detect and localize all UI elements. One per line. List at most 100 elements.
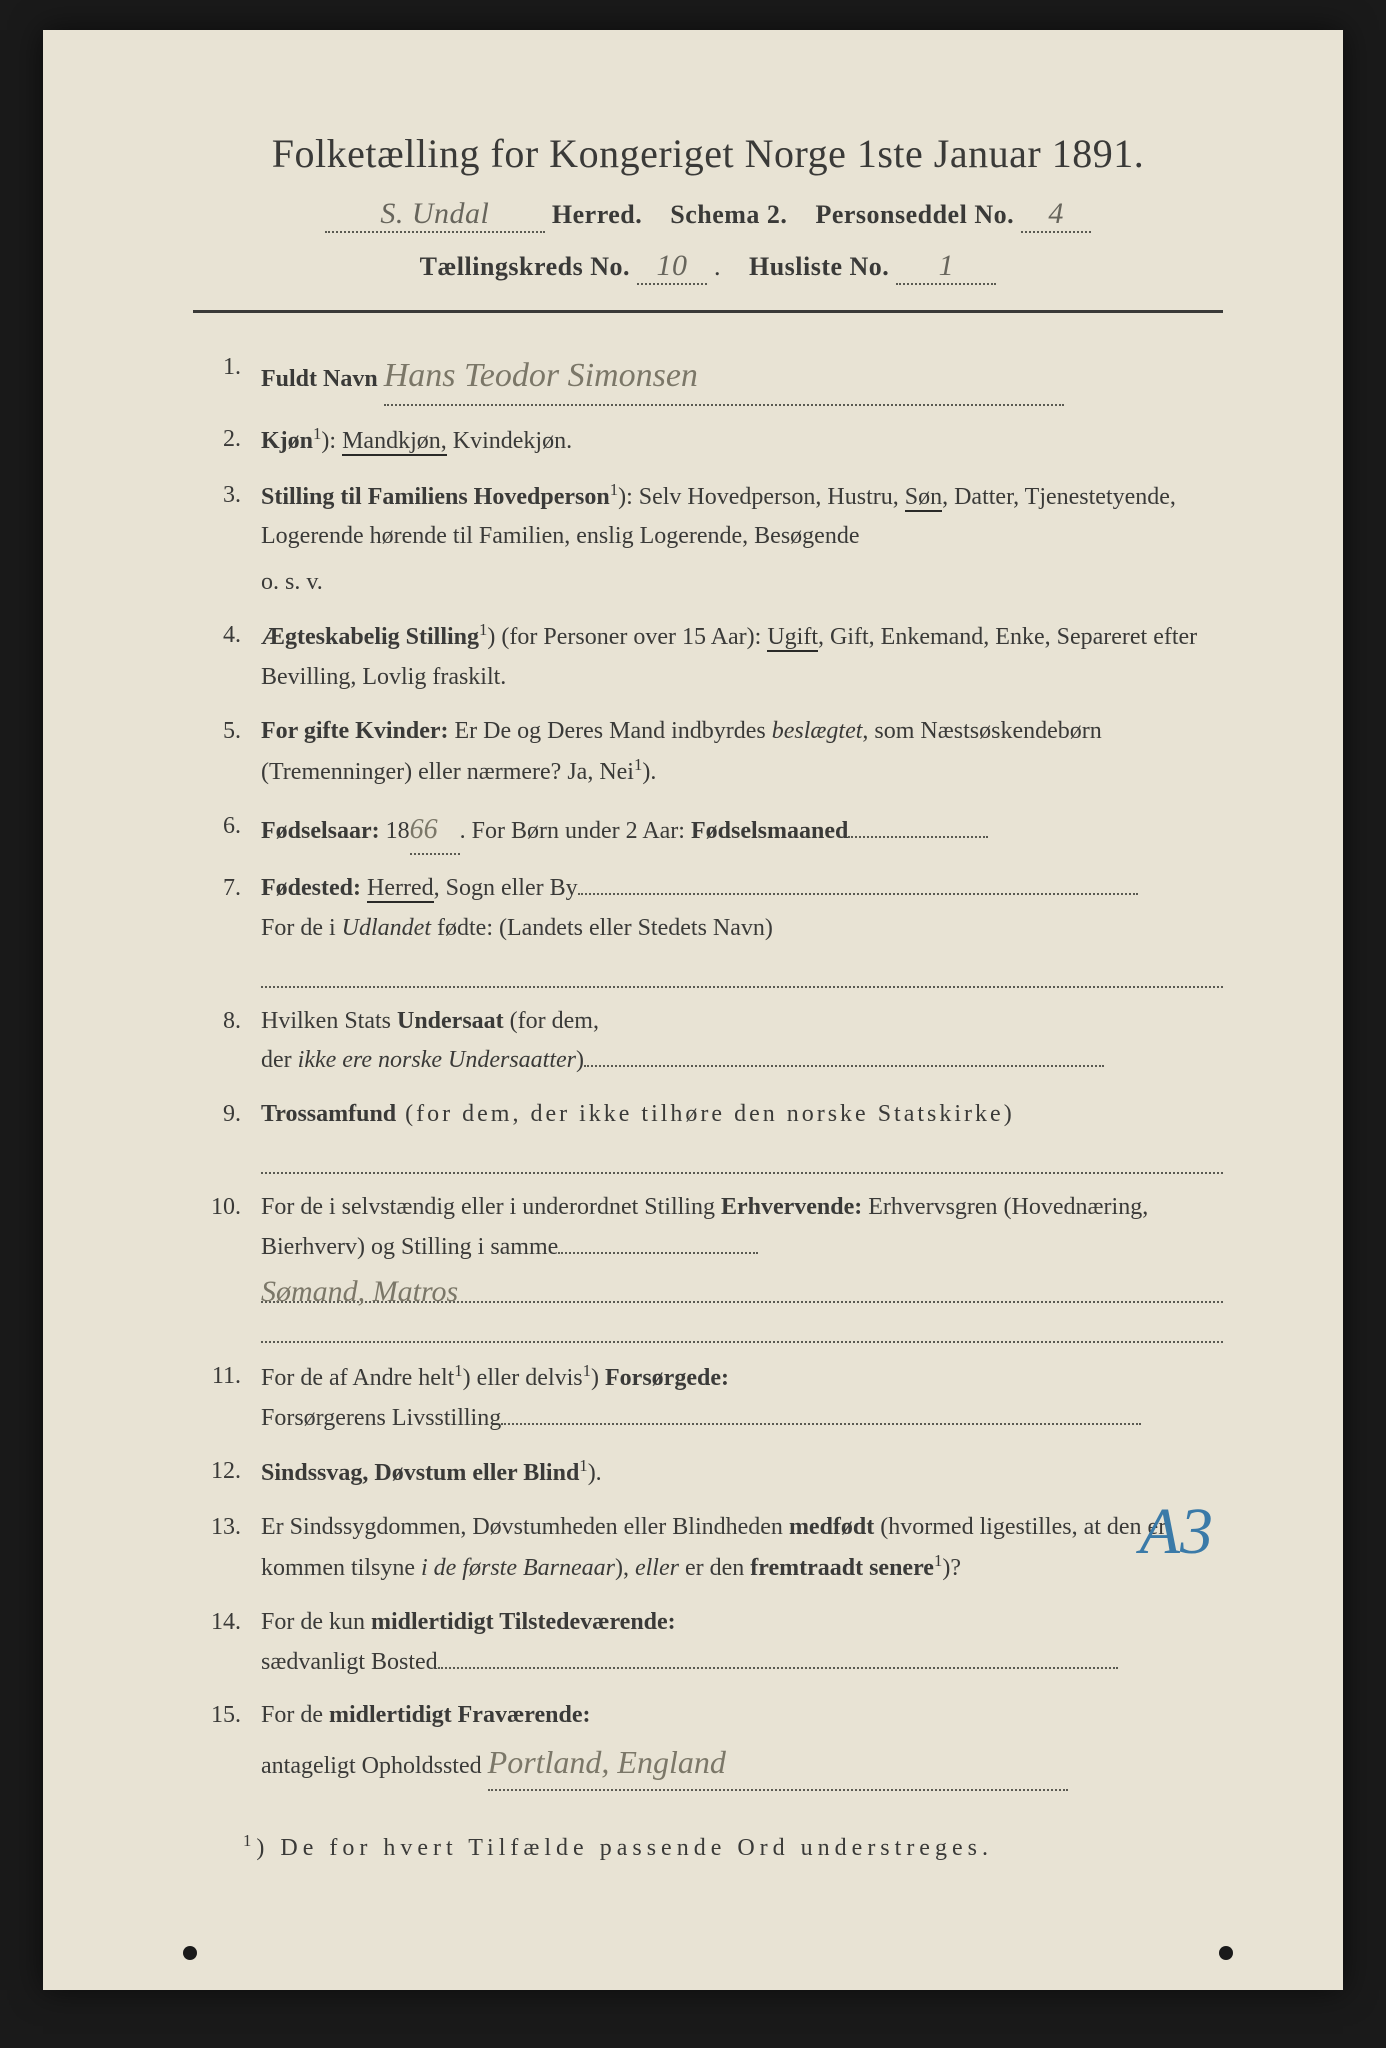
label-undersaat: Undersaat — [397, 1008, 504, 1034]
annotation-a3: A3 — [1140, 1494, 1213, 1570]
item-body: Hvilken Stats Undersaat (for dem, der ik… — [261, 1002, 1223, 1081]
item-body: Fødselsaar: 1866. For Børn under 2 Aar: … — [261, 807, 1223, 855]
label-fodselsmaaned: Fødselsmaaned — [691, 818, 848, 844]
year-prefix: 18 — [380, 818, 410, 844]
item-3-relation: 3. Stilling til Familiens Hovedperson1):… — [203, 476, 1223, 603]
form-title: Folketælling for Kongeriget Norge 1ste J… — [193, 130, 1223, 177]
osv: o. s. v. — [261, 563, 1223, 603]
item-body: Fødested: Herred, Sogn eller By For de i… — [261, 869, 1223, 988]
label-trossamfund: Trossamfund — [261, 1101, 396, 1127]
bold: fremtraadt senere — [750, 1555, 934, 1581]
text: Er Sindssygdommen, Døvstumheden eller Bl… — [261, 1514, 789, 1540]
item-body: Kjøn1): Mandkjøn, Kvindekjøn. — [261, 420, 1223, 462]
sup: 1 — [454, 1361, 462, 1380]
label-stilling: Stilling til Familiens Hovedperson — [261, 484, 610, 510]
month-blank — [848, 814, 988, 838]
text: For de i — [261, 915, 342, 941]
year-value: 66 — [410, 807, 460, 855]
personseddel-label: Personseddel No. — [815, 200, 1014, 229]
label-erhvervende: Erhvervende: — [721, 1194, 862, 1220]
text: Forsørgerens Livsstilling — [261, 1405, 501, 1431]
item-13-disability-congenital: 13. Er Sindssygdommen, Døvstumheden elle… — [203, 1508, 1223, 1589]
item-num: 11. — [203, 1357, 261, 1438]
sup: 1 — [579, 1456, 587, 1475]
text: sædvanligt Bosted — [261, 1649, 438, 1675]
husliste-label: Husliste No. — [749, 252, 889, 281]
citizenship-blank — [584, 1043, 1104, 1067]
text: . For Børn under 2 Aar: — [460, 818, 691, 844]
place-blank — [578, 871, 1138, 895]
label-fodselsaar: Fødselsaar: — [261, 818, 380, 844]
item-num: 8. — [203, 1002, 261, 1081]
item-4-marital: 4. Ægteskabelig Stilling1) (for Personer… — [203, 616, 1223, 697]
text: ) — [591, 1365, 605, 1391]
item-body: For de i selvstændig eller i underordnet… — [261, 1188, 1223, 1343]
header-line-2: Tællingskreds No. 10 . Husliste No. 1 — [193, 249, 1223, 285]
punch-hole-icon — [1219, 1946, 1233, 1960]
header-rule — [193, 310, 1223, 313]
close: ) — [576, 1047, 584, 1073]
item-num: 1. — [203, 348, 261, 406]
punch-hole-icon — [183, 1946, 197, 1960]
close: ). — [642, 759, 656, 785]
opt-herred: Herred — [367, 875, 434, 903]
italic: Udlandet — [342, 915, 431, 941]
text: For de — [261, 1702, 329, 1728]
item-num: 12. — [203, 1452, 261, 1494]
item-num: 10. — [203, 1188, 261, 1343]
sup: 1 — [610, 480, 618, 499]
text: Hvilken Stats — [261, 1008, 397, 1034]
bosted-blank — [438, 1645, 1118, 1669]
opt-son: Søn — [905, 484, 942, 512]
item-num: 2. — [203, 420, 261, 462]
item-15-temp-absent: 15. For de midlertidigt Fraværende: anta… — [203, 1696, 1223, 1790]
line-abroad: For de i Udlandet fødte: (Landets eller … — [261, 909, 1223, 949]
herred-value: S. Undal — [325, 197, 545, 233]
text: antageligt Opholdssted — [261, 1753, 482, 1779]
label-fravaerende: midlertidigt Fraværende: — [329, 1702, 591, 1728]
label-fuldt-navn: Fuldt Navn — [261, 366, 378, 392]
kreds-no: 10 — [637, 249, 707, 285]
label-aegteskab: Ægteskabelig Stilling — [261, 624, 479, 650]
item-num: 14. — [203, 1603, 261, 1682]
label-sindssvag: Sindssvag, Døvstum eller Blind — [261, 1460, 579, 1486]
header-line-1: S. Undal Herred. Schema 2. Personseddel … — [193, 197, 1223, 233]
item-body: Sindssvag, Døvstum eller Blind1). — [261, 1452, 1223, 1494]
occupation-value: Sømand, Matros — [261, 1275, 458, 1308]
text: (for dem, der ikke tilhøre den norske St… — [396, 1101, 1015, 1127]
item-body: For de af Andre helt1) eller delvis1) Fo… — [261, 1357, 1223, 1438]
text: ) eller delvis — [463, 1365, 583, 1391]
item-11-supported: 11. For de af Andre helt1) eller delvis1… — [203, 1357, 1223, 1438]
item-10-occupation: 10. For de i selvstændig eller i underor… — [203, 1188, 1223, 1343]
item-5-married-women: 5. For gifte Kvinder: Er De og Deres Man… — [203, 712, 1223, 793]
text: For de i selvstændig eller i underordnet… — [261, 1194, 721, 1220]
item-1-name: 1. Fuldt Navn Hans Teodor Simonsen — [203, 348, 1223, 406]
sup: 1 — [583, 1361, 591, 1380]
label-tilstedevaerende: midlertidigt Tilstedeværende: — [371, 1609, 676, 1635]
supporter-blank — [501, 1401, 1141, 1425]
italic: i de første Barneaar — [421, 1555, 615, 1581]
item-6-birthyear: 6. Fødselsaar: 1866. For Børn under 2 Aa… — [203, 807, 1223, 855]
occ-blank-2 — [261, 1309, 1223, 1343]
footnote: 1) De for hvert Tilfælde passende Ord un… — [193, 1831, 1223, 1862]
kreds-label: Tællingskreds No. — [420, 252, 630, 281]
item-14-temp-present: 14. For de kun midlertidigt Tilstedevære… — [203, 1603, 1223, 1682]
footnote-text: ) De for hvert Tilfælde passende Ord und… — [256, 1835, 993, 1861]
item-num: 3. — [203, 476, 261, 603]
italic: ikke ere norske Undersaatter — [298, 1047, 576, 1073]
item-7-birthplace: 7. Fødested: Herred, Sogn eller By For d… — [203, 869, 1223, 988]
item-body: Ægteskabelig Stilling1) (for Personer ov… — [261, 616, 1223, 697]
text: , Sogn eller By — [434, 875, 578, 901]
herred-label: Herred. — [552, 200, 642, 229]
census-form-page: Folketælling for Kongeriget Norge 1ste J… — [43, 30, 1343, 1990]
occ-blank-0 — [558, 1230, 758, 1254]
item-body: For gifte Kvinder: Er De og Deres Mand i… — [261, 712, 1223, 793]
text: ), — [615, 1555, 635, 1581]
text: Er De og Deres Mand indbyrdes — [449, 718, 772, 744]
text: For de kun — [261, 1609, 371, 1635]
name-value: Hans Teodor Simonsen — [384, 348, 1064, 406]
sep: ): — [321, 428, 342, 454]
italic: eller — [635, 1555, 679, 1581]
text: fødte: (Landets eller Stedets Navn) — [431, 915, 773, 941]
bold: medfødt — [789, 1514, 874, 1540]
